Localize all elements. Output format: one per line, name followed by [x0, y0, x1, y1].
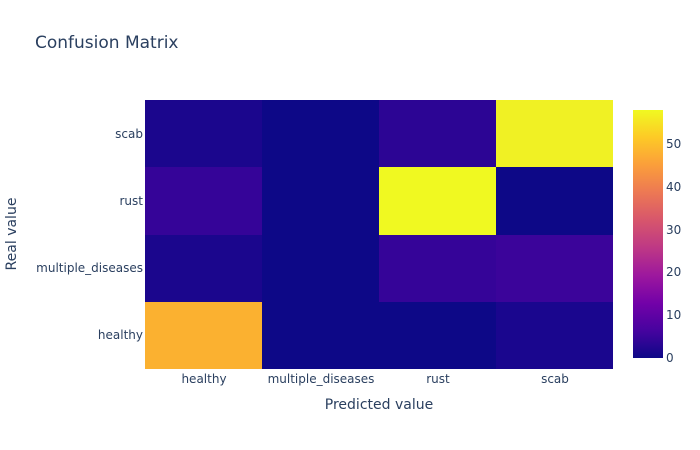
colorbar-tick-50: 50 [666, 137, 682, 151]
cell-multiple-diseases-rust[interactable] [379, 234, 496, 302]
cell-rust-healthy[interactable] [145, 167, 262, 235]
colorbar-tick-20: 20 [666, 265, 682, 279]
y-axis-label: Real value [4, 197, 20, 271]
cell-healthy-rust[interactable] [379, 301, 496, 369]
x-tick-multiple-diseases: multiple_diseases [267, 372, 375, 386]
x-tick-rust: rust [426, 372, 450, 386]
cell-healthy-healthy[interactable] [145, 301, 262, 369]
colorbar-tick-30: 30 [666, 223, 682, 237]
cell-healthy-scab[interactable] [496, 301, 613, 369]
y-tick-multiple-diseases: multiple_diseases [36, 261, 143, 275]
colorbar-tick-10: 10 [666, 308, 682, 322]
x-tick-healthy: healthy [181, 372, 227, 386]
colorbar-tick-40: 40 [666, 180, 682, 194]
y-tick-healthy: healthy [97, 328, 143, 342]
x-axis-label: Predicted value [324, 397, 434, 413]
cell-rust-scab[interactable] [496, 167, 613, 235]
colorbar-tick-0: 0 [666, 351, 674, 365]
cell-multiple-diseases-healthy[interactable] [145, 234, 262, 302]
cell-multiple-diseases-scab[interactable] [496, 234, 613, 302]
cell-rust-multiple-diseases[interactable] [262, 167, 379, 235]
y-tick-scab: scab [115, 127, 143, 141]
x-tick-scab: scab [541, 372, 569, 386]
heatmap[interactable] [145, 100, 613, 369]
chart-title: Confusion Matrix [35, 33, 179, 53]
cell-healthy-multiple-diseases[interactable] [262, 301, 379, 369]
cell-multiple-diseases-multiple-diseases[interactable] [262, 234, 379, 302]
cell-scab-healthy[interactable] [145, 100, 262, 168]
colorbar [633, 110, 663, 358]
cell-scab-rust[interactable] [379, 100, 496, 168]
cell-scab-multiple-diseases[interactable] [262, 100, 379, 168]
cell-rust-rust[interactable] [379, 167, 496, 235]
cell-scab-scab[interactable] [496, 100, 613, 168]
y-tick-rust: rust [119, 194, 144, 208]
